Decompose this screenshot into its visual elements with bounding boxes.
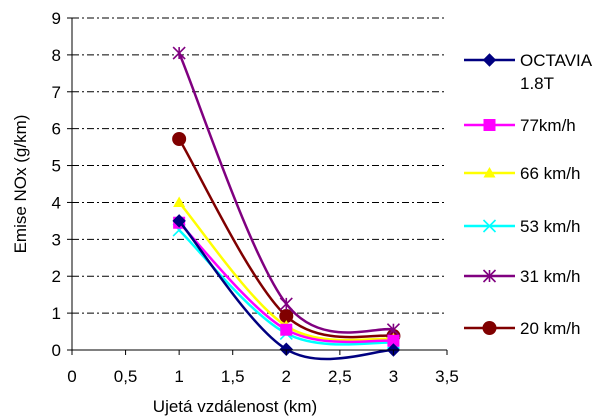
y-tick-label: 5 [52, 157, 61, 176]
axes: 0 1 2 3 4 5 6 7 8 9 0 0,5 1 1,5 2 2,5 3 3,5 [52, 9, 459, 386]
y-axis-title: Emise NOx (g/km) [11, 115, 30, 254]
legend-label: 20 km/h [520, 319, 580, 338]
x-tick-label: 1 [174, 367, 183, 386]
data-point [279, 342, 293, 356]
y-tick-label: 0 [52, 341, 61, 360]
x-tick-label: 1,5 [221, 367, 245, 386]
y-tick-label: 8 [52, 46, 61, 65]
y-tick-label: 2 [52, 267, 61, 286]
y-tick-label: 6 [52, 120, 61, 139]
legend-label: 31 km/h [520, 267, 580, 286]
legend-label: 77km/h [520, 116, 576, 135]
data-point [172, 46, 186, 60]
plot-area [172, 46, 401, 361]
legend-item: 31 km/h [464, 267, 580, 286]
series-line [177, 52, 394, 334]
data-point [279, 309, 294, 324]
x-axis-title: Ujetá vzdálenost (km) [153, 397, 317, 416]
marker-stroke [482, 219, 497, 233]
y-tick-label: 3 [52, 230, 61, 249]
legend-marker [482, 219, 497, 233]
data-point [173, 196, 186, 207]
series-1 [173, 216, 400, 347]
series-2 [173, 196, 400, 344]
x-tick-label: 3 [389, 367, 398, 386]
y-tick-label: 1 [52, 304, 61, 323]
x-tick-label: 2 [282, 367, 291, 386]
legend-marker [482, 269, 497, 283]
data-point [172, 131, 187, 146]
data-point [172, 214, 186, 228]
legend-item: OCTAVIA 1.8T [464, 51, 593, 93]
legend-label: 53 km/h [520, 217, 580, 236]
legend-item: 66 km/h [464, 164, 580, 183]
legend-label: OCTAVIA [520, 51, 593, 70]
x-tick-label: 3,5 [435, 367, 459, 386]
y-tick-label: 7 [52, 83, 61, 102]
legend-marker [483, 119, 496, 131]
legend: OCTAVIA 1.8T 77km/h 66 km/h 53 km/h 31 km/h 20… [464, 51, 593, 338]
legend-item: 77km/h [464, 116, 576, 135]
y-tick-label: 9 [52, 9, 61, 28]
series-line [178, 220, 394, 361]
y-tick-label: 4 [52, 193, 61, 212]
x-tick-label: 0,5 [114, 367, 138, 386]
series-4 [172, 46, 400, 337]
gridlines [72, 17, 447, 314]
data-point [279, 297, 293, 311]
x-tick-label: 0 [67, 367, 76, 386]
legend-label: 1.8T [520, 74, 554, 93]
data-point [387, 334, 400, 347]
legend-marker [482, 53, 497, 67]
legend-label: 66 km/h [520, 164, 580, 183]
legend-item: 20 km/h [464, 319, 580, 338]
legend-item: 53 km/h [464, 217, 580, 236]
data-point [280, 323, 293, 336]
legend-marker [482, 321, 497, 335]
legend-marker [483, 167, 496, 178]
series-0 [172, 214, 401, 361]
x-tick-label: 2,5 [328, 367, 352, 386]
